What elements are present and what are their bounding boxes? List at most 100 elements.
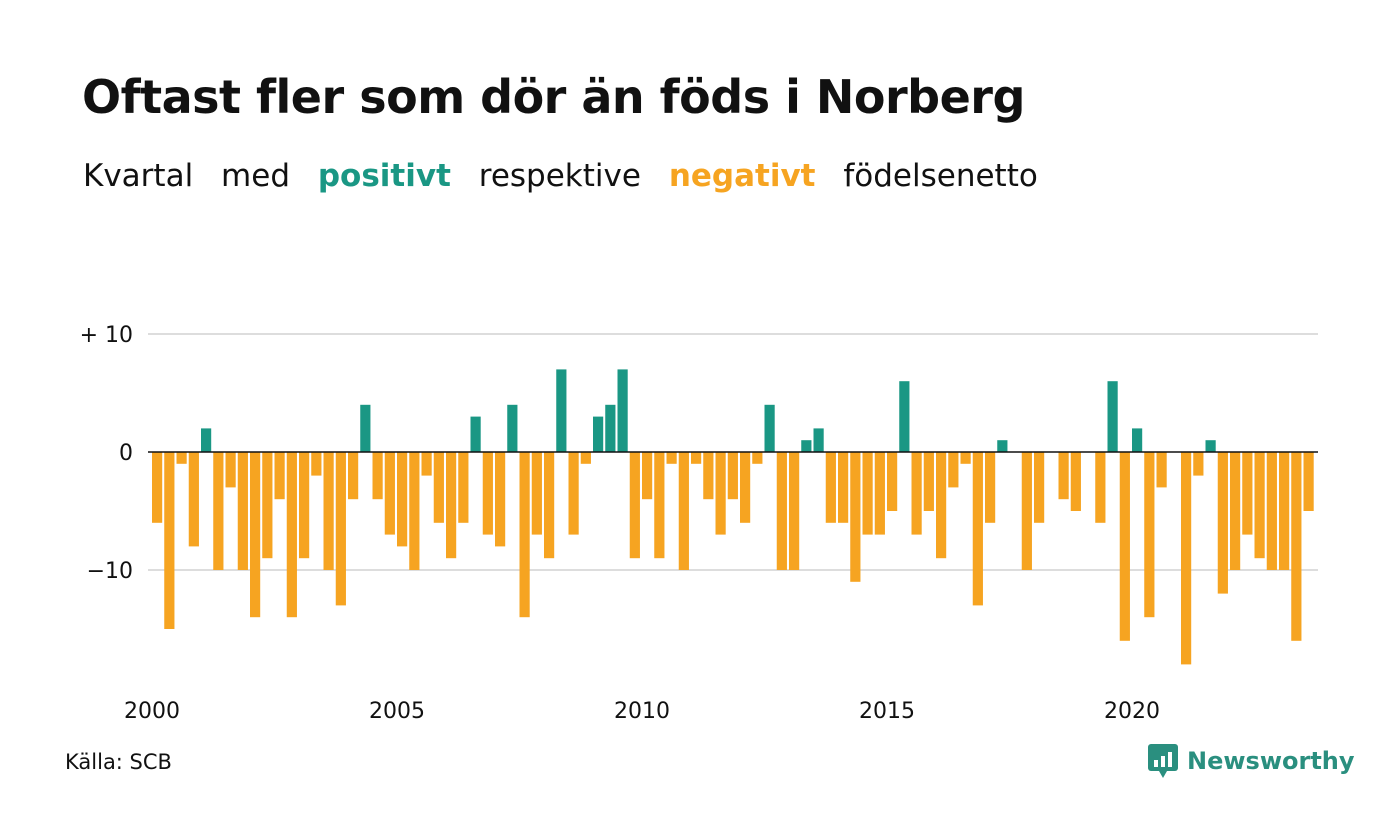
- bar: [397, 452, 408, 547]
- bar: [1242, 452, 1253, 535]
- bar: [152, 452, 163, 523]
- chart-title: Oftast fler som dör än föds i Norberg: [82, 70, 1025, 124]
- bar: [1058, 452, 1069, 500]
- bar: [936, 452, 947, 559]
- bar: [237, 452, 248, 570]
- source-note: Källa: SCB: [65, 750, 172, 774]
- bar: [1205, 440, 1216, 452]
- bar: [1217, 452, 1228, 594]
- bar: [446, 452, 457, 559]
- bar: [605, 404, 616, 452]
- bar: [299, 452, 310, 559]
- bar: [997, 440, 1008, 452]
- bar: [1144, 452, 1155, 618]
- bar: [801, 440, 812, 452]
- bar: [1181, 452, 1192, 665]
- subtitle-positive-label: positivt: [317, 158, 451, 194]
- bar: [923, 452, 934, 511]
- subtitle-word-med: med: [221, 158, 290, 194]
- bar: [1230, 452, 1241, 570]
- bar: [384, 452, 395, 535]
- x-tick-label: 2020: [1104, 699, 1160, 724]
- bar: [629, 452, 640, 559]
- bar: [372, 452, 383, 500]
- bar: [568, 452, 579, 535]
- bar: [323, 452, 334, 570]
- bar: [1070, 452, 1081, 511]
- bar: [789, 452, 800, 570]
- bar: [1119, 452, 1130, 641]
- bar: [225, 452, 236, 488]
- bar: [972, 452, 983, 606]
- bar: [335, 452, 346, 606]
- bar: [1107, 381, 1118, 452]
- subtitle-word-kvartal: Kvartal: [83, 158, 194, 194]
- subtitle-negative-label: negativt: [668, 158, 816, 194]
- bar: [580, 452, 591, 464]
- bar: [164, 452, 175, 629]
- bar: [213, 452, 224, 570]
- bar: [556, 369, 567, 452]
- bar: [1021, 452, 1032, 570]
- bar: [985, 452, 996, 523]
- bar: [421, 452, 432, 476]
- bar: [1193, 452, 1204, 476]
- bar: [948, 452, 959, 488]
- bar: [1132, 428, 1143, 452]
- bar: [678, 452, 689, 570]
- bar: [458, 452, 469, 523]
- bar: [1291, 452, 1302, 641]
- bar: [1266, 452, 1277, 570]
- bar: [862, 452, 873, 535]
- axis-layer: + 10 0 −10 2000 2005 2010 2015 2020: [80, 323, 1318, 724]
- bar: [813, 428, 824, 452]
- x-tick-label: 2010: [614, 699, 670, 724]
- bar: [691, 452, 702, 464]
- newsworthy-icon: [1148, 744, 1178, 778]
- bar: [1303, 452, 1314, 511]
- bar: [825, 452, 836, 523]
- bar: [654, 452, 665, 559]
- bar: [348, 452, 359, 500]
- y-tick-label: 0: [119, 441, 133, 466]
- bar: [286, 452, 297, 618]
- bar: [1095, 452, 1106, 523]
- x-tick-label: 2015: [859, 699, 915, 724]
- bar: [531, 452, 542, 535]
- bar: [764, 404, 775, 452]
- x-tick-label: 2005: [369, 699, 425, 724]
- bar: [1279, 452, 1290, 570]
- bar: [409, 452, 420, 570]
- bar: [1034, 452, 1045, 523]
- bars-layer: [152, 369, 1314, 665]
- subtitle-word-respektive: respektive: [478, 158, 641, 194]
- brand-name: Newsworthy: [1187, 747, 1355, 775]
- bar: [715, 452, 726, 535]
- bar: [727, 452, 738, 500]
- bar: [887, 452, 898, 511]
- bar: [642, 452, 653, 500]
- bar: [519, 452, 530, 618]
- bar: [740, 452, 751, 523]
- bar: [470, 416, 481, 452]
- bar: [850, 452, 861, 582]
- bar: [1254, 452, 1265, 559]
- y-tick-label: −10: [87, 559, 133, 584]
- bar: [617, 369, 628, 452]
- bar: [960, 452, 971, 464]
- bar: [507, 404, 518, 452]
- bar: [311, 452, 322, 476]
- bar: [360, 404, 371, 452]
- bar: [176, 452, 187, 464]
- bar: [899, 381, 910, 452]
- bar: [838, 452, 849, 523]
- bar: [495, 452, 506, 547]
- bar: [911, 452, 922, 535]
- bar: [874, 452, 885, 535]
- x-tick-label: 2000: [124, 699, 180, 724]
- bar: [1156, 452, 1167, 488]
- y-tick-label: + 10: [80, 323, 133, 348]
- brand-logo: Newsworthy: [1148, 744, 1355, 778]
- bar: [250, 452, 261, 618]
